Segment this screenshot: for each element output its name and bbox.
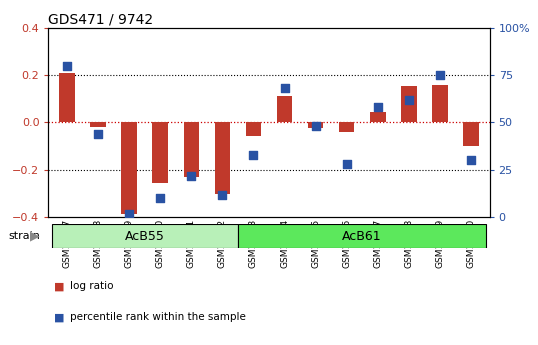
Bar: [370, 112, 386, 122]
Point: [63, 63, 72, 68]
Bar: [277, 96, 292, 122]
Bar: [215, 122, 230, 194]
Bar: [52, 224, 238, 248]
Bar: [122, 122, 137, 214]
Bar: [339, 122, 355, 132]
Bar: [59, 73, 75, 122]
Bar: [238, 224, 486, 248]
Point: [373, 105, 382, 110]
Bar: [152, 122, 168, 183]
Point: [249, 152, 258, 157]
Text: GDS471 / 9742: GDS471 / 9742: [48, 12, 153, 27]
Bar: [183, 122, 199, 177]
Text: strain: strain: [8, 231, 40, 241]
Point: [125, 211, 133, 216]
Text: ■: ■: [54, 313, 65, 322]
Text: ▶: ▶: [30, 230, 40, 243]
Bar: [246, 122, 261, 136]
Bar: [432, 85, 448, 122]
Point: [187, 173, 196, 178]
Point: [312, 124, 320, 129]
Text: AcB55: AcB55: [125, 230, 165, 243]
Point: [94, 131, 102, 137]
Point: [218, 192, 226, 197]
Point: [342, 161, 351, 167]
Point: [405, 97, 413, 102]
Bar: [463, 122, 479, 146]
Text: AcB61: AcB61: [342, 230, 382, 243]
Bar: [401, 86, 416, 122]
Point: [156, 196, 165, 201]
Point: [280, 86, 289, 91]
Text: ■: ■: [54, 282, 65, 291]
Text: percentile rank within the sample: percentile rank within the sample: [70, 313, 246, 322]
Text: log ratio: log ratio: [70, 282, 114, 291]
Point: [466, 158, 475, 163]
Bar: [90, 122, 106, 127]
Bar: [308, 122, 323, 128]
Point: [436, 72, 444, 78]
